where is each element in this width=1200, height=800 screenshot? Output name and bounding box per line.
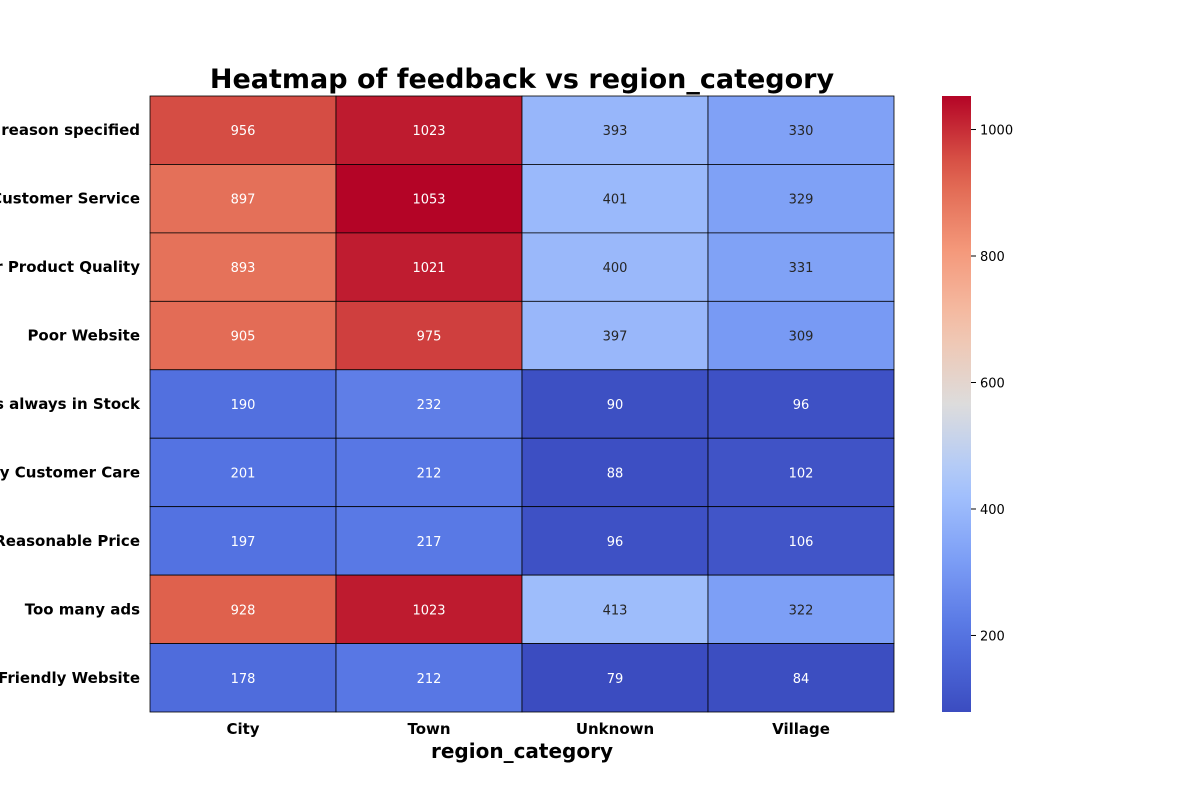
- cell-value-label: 201: [231, 466, 256, 481]
- heatmap-cell: [521, 300, 709, 371]
- column-labels: City Town Unknown Village: [226, 720, 829, 738]
- heatmap-cell: [335, 369, 523, 439]
- cell-value-label: 232: [417, 398, 442, 413]
- cell-value-label: 178: [231, 672, 256, 687]
- row-tick-label: User Friendly Website: [0, 669, 140, 687]
- row-tick-label: No reason specified: [0, 121, 140, 139]
- cell-value-label: 393: [603, 124, 628, 139]
- cell-value-label: 413: [603, 603, 628, 618]
- column-tick-label: Village: [772, 720, 830, 738]
- heatmap-cell: [149, 506, 337, 576]
- cell-value-label: 893: [231, 261, 256, 276]
- cell-value-label: 897: [231, 193, 256, 208]
- cell-value-label: 217: [417, 535, 442, 550]
- row-labels: No reason specified Poor Customer Service…: [0, 121, 141, 687]
- heatmap-cell: [335, 643, 523, 713]
- colorbar: 200 400 600 800 1000: [942, 96, 1013, 712]
- colorbar-gradient: [942, 96, 971, 712]
- colorbar-tick-label: 400: [980, 503, 1005, 518]
- row-tick-label: Too many ads: [25, 600, 140, 618]
- heatmap-cell: [335, 232, 523, 302]
- cell-value-label: 905: [231, 330, 256, 345]
- heatmap-cell: [149, 95, 337, 165]
- heatmap-cell: [707, 643, 895, 713]
- heatmap-cell: [149, 369, 337, 439]
- heatmap-cell: [149, 574, 337, 644]
- cell-value-label: 212: [417, 466, 442, 481]
- cell-value-label: 96: [607, 535, 624, 550]
- heatmap-cell: [707, 95, 895, 165]
- cell-value-label: 401: [603, 193, 628, 208]
- colorbar-tick-label: 600: [980, 376, 1005, 391]
- heatmap-cell: [149, 437, 337, 508]
- cell-value-label: 79: [607, 672, 624, 687]
- cell-value-label: 84: [793, 672, 810, 687]
- x-axis-title: region_category: [431, 739, 613, 763]
- heatmap-cell: [335, 437, 523, 508]
- heatmap-cell: [521, 437, 709, 508]
- heatmap-cells: 956 1023 393 330 897 1053 401 329 893 1021 400 331 9…: [149, 95, 895, 713]
- row-tick-label: Quality Customer Care: [0, 463, 140, 481]
- cell-value-label: 331: [789, 261, 814, 276]
- cell-value-label: 1023: [412, 603, 445, 618]
- heatmap-cell: [521, 506, 709, 576]
- cell-value-label: 106: [789, 535, 814, 550]
- row-tick-label: Products always in Stock: [0, 395, 141, 413]
- heatmap-cell: [707, 506, 895, 576]
- heatmap-cell: [707, 164, 895, 234]
- cell-value-label: 400: [603, 261, 628, 276]
- heatmap-cell: [707, 437, 895, 508]
- cell-value-label: 329: [789, 193, 814, 208]
- cell-value-label: 322: [789, 603, 814, 618]
- cell-value-label: 975: [417, 330, 442, 345]
- row-tick-label: Poor Website: [27, 327, 140, 345]
- cell-value-label: 190: [231, 398, 256, 413]
- heatmap-cell: [521, 369, 709, 439]
- cell-value-label: 212: [417, 672, 442, 687]
- column-tick-label: Unknown: [576, 720, 654, 738]
- cell-value-label: 956: [231, 124, 256, 139]
- cell-value-label: 197: [231, 535, 256, 550]
- cell-value-label: 88: [607, 466, 624, 481]
- colorbar-tick-label: 800: [980, 250, 1005, 265]
- chart-title: Heatmap of feedback vs region_category: [210, 64, 835, 95]
- column-tick-label: City: [226, 720, 259, 738]
- heatmap-cell: [521, 95, 709, 165]
- heatmap-cell: [707, 300, 895, 371]
- cell-value-label: 96: [793, 398, 810, 413]
- cell-value-label: 1023: [412, 124, 445, 139]
- heatmap-cell: [707, 232, 895, 302]
- heatmap-cell: [335, 164, 523, 234]
- heatmap-cell: [335, 300, 523, 371]
- heatmap-cell: [149, 164, 337, 234]
- colorbar-tick-label: 200: [980, 629, 1005, 644]
- row-tick-label: Reasonable Price: [0, 532, 140, 550]
- column-tick-label: Town: [407, 720, 450, 738]
- row-tick-label: Poor Product Quality: [0, 258, 140, 276]
- colorbar-tick-label: 1000: [980, 124, 1013, 139]
- cell-value-label: 330: [789, 124, 814, 139]
- cell-value-label: 928: [231, 603, 256, 618]
- heatmap-cell: [149, 300, 337, 371]
- row-tick-label: Poor Customer Service: [0, 190, 140, 208]
- heatmap-cell: [335, 95, 523, 165]
- cell-value-label: 90: [607, 398, 624, 413]
- cell-value-label: 1053: [412, 193, 445, 208]
- cell-value-label: 102: [789, 466, 814, 481]
- cell-value-label: 1021: [412, 261, 445, 276]
- heatmap-cell: [707, 369, 895, 439]
- cell-value-label: 309: [789, 330, 814, 345]
- heatmap-cell: [521, 643, 709, 713]
- cell-value-label: 397: [603, 330, 628, 345]
- heatmap-cell: [521, 574, 709, 644]
